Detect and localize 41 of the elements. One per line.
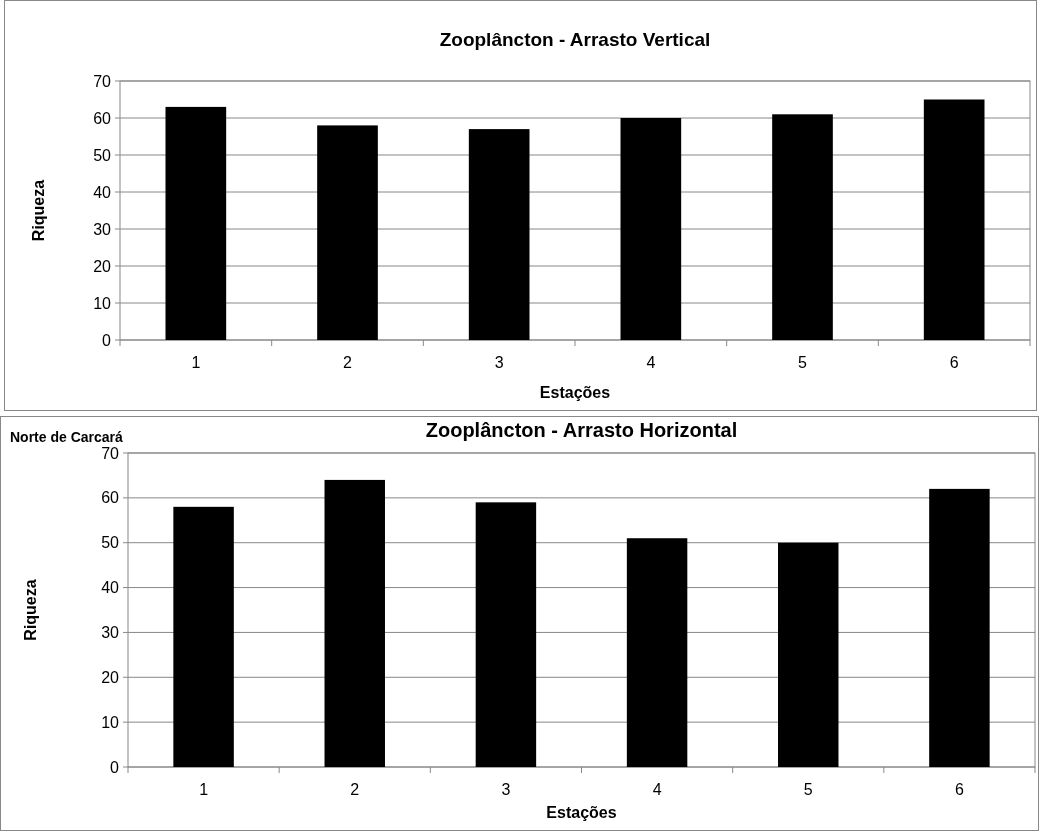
y-tick-label: 30 [93,220,112,238]
x-axis-title: Estações [539,384,611,401]
x-axis-title: Estações [546,804,617,821]
chart-title: Zooplâncton - Arrasto Horizontal [425,419,738,441]
y-tick-label: 40 [93,183,112,201]
x-tick-label: 1 [191,354,201,371]
y-tick-label: 70 [93,72,112,90]
bar [929,488,990,767]
y-tick-label: 10 [101,713,120,731]
x-tick-label: 5 [798,354,808,371]
x-tick-label: 4 [646,354,656,371]
y-axis-title: Riqueza [22,579,39,641]
y-tick-label: 20 [93,257,112,275]
x-tick-label: 6 [949,354,959,371]
y-tick-label: 20 [101,668,120,686]
x-tick-label: 6 [954,781,964,798]
y-tick-label: 0 [110,758,120,776]
bar [778,542,839,767]
bar [324,479,385,767]
y-tick-label: 70 [101,444,120,462]
bar [173,506,234,767]
x-tick-label: 3 [494,354,504,371]
chart-title: Zooplâncton - Arrasto Vertical [439,29,711,50]
x-tick-label: 4 [652,781,662,798]
y-tick-label: 50 [93,146,112,164]
y-tick-label: 50 [101,534,120,552]
x-tick-label: 2 [350,781,360,798]
x-tick-label: 2 [343,354,353,371]
y-tick-label: 0 [102,331,112,349]
x-tick-label: 5 [803,781,813,798]
y-axis-title: Riqueza [30,179,47,242]
y-tick-label: 60 [101,489,120,507]
text: Norte de Carcará [10,429,124,445]
y-tick-label: 30 [101,624,120,642]
y-tick-label: 60 [93,109,112,127]
y-tick-label: 40 [101,579,120,597]
bar [475,502,537,767]
x-tick-label: 3 [501,781,511,798]
x-tick-label: 1 [199,781,209,798]
bar [626,538,688,767]
y-tick-label: 10 [93,294,112,312]
